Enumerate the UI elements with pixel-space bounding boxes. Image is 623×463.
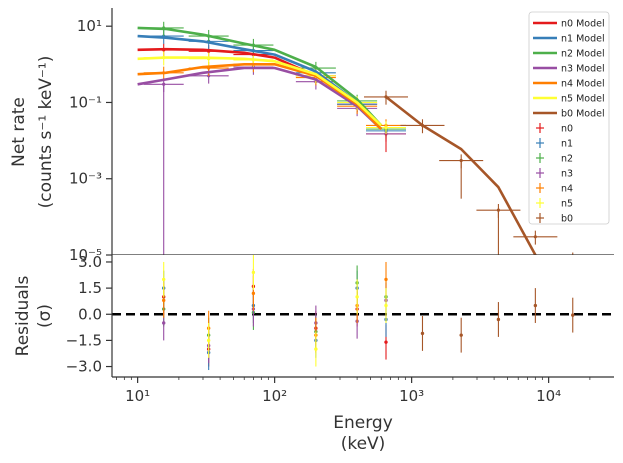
residual-point-n5 [162, 277, 166, 282]
legend-label-b0-model: b0 Model [561, 109, 605, 120]
residuals-panel: 3.0 1.5 0.0 −1.5 −3.0 10¹ 10² 10³ 10⁴ Residuals… [13, 253, 614, 454]
residual-point-n4 [251, 291, 256, 296]
legend-label-n1-model: n1 Model [561, 34, 605, 45]
legend-label-n4-model: n4 Model [561, 79, 605, 90]
residual-point-b0 [420, 331, 425, 336]
residuals-y-tick-label: −3.0 [66, 358, 102, 376]
residuals-background [112, 255, 614, 377]
x-tick-label: 10² [262, 387, 287, 405]
legend-label-n2-model: n2 Model [561, 49, 605, 60]
residual-point-n0 [384, 340, 388, 344]
residual-point-b0 [459, 333, 463, 337]
legend-label-b0: b0 [561, 214, 573, 225]
legend-label-n3-model: n3 Model [561, 64, 605, 75]
residual-point-n5 [314, 347, 318, 351]
residual-series-n5 [162, 255, 388, 367]
residuals-y-label-line2: (σ) [35, 304, 55, 328]
model-line-b0-model [385, 95, 537, 255]
legend-label-n0: n0 [561, 124, 573, 135]
residuals-y-tick-label: 3.0 [78, 253, 102, 271]
residual-point-n4 [384, 277, 388, 282]
residual-series-b0 [420, 288, 575, 353]
residuals-y-label-line1: Residuals [13, 276, 33, 357]
legend-label-n4: n4 [561, 184, 573, 195]
data-point-n5 [384, 125, 388, 130]
legend: n0 Model n1 Model n2 Model n3 Model n4 Model… [528, 11, 610, 225]
x-tick-label: 10¹ [125, 387, 150, 405]
residuals-y-tick-label: 1.5 [78, 279, 102, 297]
legend-label-n1: n1 [561, 139, 573, 150]
model-line-n2-model [137, 26, 383, 127]
residual-point-n5 [384, 303, 388, 308]
legend-label-n5-model: n5 Model [561, 94, 605, 105]
residual-point-n5 [206, 338, 211, 343]
residual-point-n5 [251, 270, 256, 275]
spectrum-y-tick-label: 10¹ [77, 17, 102, 35]
legend-label-n5: n5 [561, 199, 573, 210]
residual-point-n4 [162, 298, 166, 303]
x-tick-label: 10⁴ [536, 387, 561, 405]
x-axis-label-line2: (keV) [341, 434, 386, 454]
legend-frame [528, 11, 610, 225]
spectrum-y-label-line2: (counts s⁻¹ keV⁻¹) [36, 56, 56, 209]
legend-label-n3: n3 [561, 169, 573, 180]
residual-point-n3 [162, 321, 166, 325]
data-point-b0 [533, 235, 537, 239]
spectrum-y-tick-label: 10⁻¹ [69, 93, 102, 111]
residual-point-b0 [571, 313, 575, 317]
model-line-n3-model [137, 66, 383, 131]
residual-point-b0 [496, 317, 501, 322]
legend-label-n2: n2 [561, 154, 573, 165]
residual-point-n5 [355, 295, 359, 299]
spectrum-y-tick-label: 10⁻³ [69, 170, 102, 188]
spectrum-y-label-line1: Net rate [9, 97, 29, 167]
spectrum-y-tick-label: 10⁻⁵ [69, 246, 102, 264]
residuals-y-tick-label: 0.0 [78, 305, 102, 323]
x-tick-label: 10³ [399, 387, 424, 405]
model-line-n5-model [137, 56, 383, 127]
x-axis-label-line1: Energy [333, 413, 393, 433]
residuals-y-tick-label: −1.5 [66, 331, 102, 349]
residual-point-b0 [533, 303, 538, 308]
legend-label-n0-model: n0 Model [561, 19, 605, 30]
model-line-n4-model [137, 63, 383, 131]
